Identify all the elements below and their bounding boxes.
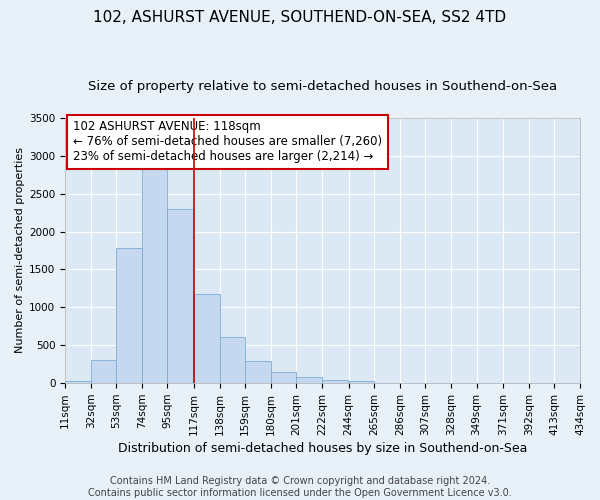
X-axis label: Distribution of semi-detached houses by size in Southend-on-Sea: Distribution of semi-detached houses by …: [118, 442, 527, 455]
Bar: [322, 380, 347, 383]
Bar: [142, 162, 167, 383]
Text: Contains HM Land Registry data © Crown copyright and database right 2024.
Contai: Contains HM Land Registry data © Crown c…: [88, 476, 512, 498]
Bar: [194, 294, 220, 383]
Bar: [65, 381, 91, 383]
Text: 102, ASHURST AVENUE, SOUTHEND-ON-SEA, SS2 4TD: 102, ASHURST AVENUE, SOUTHEND-ON-SEA, SS…: [94, 10, 506, 25]
Bar: [271, 372, 296, 383]
Bar: [91, 360, 116, 383]
Bar: [220, 337, 245, 383]
Y-axis label: Number of semi-detached properties: Number of semi-detached properties: [15, 148, 25, 354]
Bar: [245, 361, 271, 383]
Bar: [167, 209, 193, 383]
Text: 102 ASHURST AVENUE: 118sqm
← 76% of semi-detached houses are smaller (7,260)
23%: 102 ASHURST AVENUE: 118sqm ← 76% of semi…: [73, 120, 382, 164]
Bar: [296, 377, 322, 383]
Title: Size of property relative to semi-detached houses in Southend-on-Sea: Size of property relative to semi-detach…: [88, 80, 557, 93]
Bar: [116, 248, 142, 383]
Bar: [349, 381, 374, 383]
